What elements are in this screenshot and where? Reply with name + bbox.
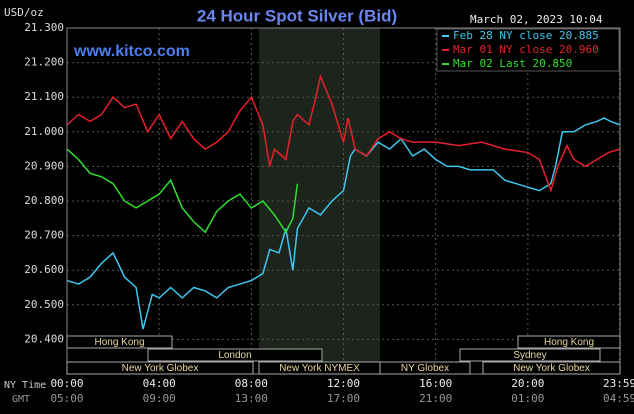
watermark: www.kitco.com xyxy=(73,43,190,60)
x-tick-label: 04:00 xyxy=(143,377,176,390)
lines xyxy=(66,73,621,330)
session-label: London xyxy=(218,350,251,361)
price-line xyxy=(66,73,621,194)
session-label: New York Globex xyxy=(513,363,590,374)
nymex-shade xyxy=(259,28,380,374)
session-box xyxy=(147,348,323,362)
y-tick-label: 21.300 xyxy=(24,21,64,34)
session-label: New York NYMEX xyxy=(279,363,360,374)
x-tick-label: 08:00 xyxy=(235,377,268,390)
timestamp: March 02, 2023 10:04 xyxy=(470,13,603,26)
x2-tick-label: 01:00 xyxy=(511,392,544,405)
price-line xyxy=(66,148,299,234)
session-label: New York Globex xyxy=(122,363,199,374)
session-box xyxy=(66,361,254,375)
y-tick-label: 20.600 xyxy=(24,263,64,276)
x2-tick-label: 04:59 xyxy=(603,392,634,405)
legend-label: Mar 02 Last 20.850 xyxy=(453,57,572,70)
x2-row-label: GMT xyxy=(12,394,30,405)
session-box xyxy=(482,361,621,375)
legend-label: Feb 28 NY close 20.885 xyxy=(453,29,599,42)
x-tick-label: 16:00 xyxy=(419,377,452,390)
session-label: Hong Kong xyxy=(94,337,144,348)
x-row-label: NY Time xyxy=(4,380,46,391)
legend-label: Mar 01 NY close 20.960 xyxy=(453,43,599,56)
x-tick-label: 00:00 xyxy=(50,377,83,390)
y-tick-label: 20.900 xyxy=(24,159,64,172)
y-tick-label: 21.200 xyxy=(24,56,64,69)
chart-title: 24 Hour Spot Silver (Bid) xyxy=(197,6,397,25)
price-line xyxy=(66,117,621,330)
y-tick-label: 20.500 xyxy=(24,298,64,311)
x2-tick-label: 17:00 xyxy=(327,392,360,405)
session-box xyxy=(379,361,471,375)
x-tick-label: 20:00 xyxy=(511,377,544,390)
x2-tick-label: 13:00 xyxy=(235,392,268,405)
x2-tick-label: 21:00 xyxy=(419,392,452,405)
unit-label: USD/oz xyxy=(4,6,44,19)
session-box xyxy=(459,348,601,362)
y-tick-label: 21.100 xyxy=(24,90,64,103)
session-label: Hong Kong xyxy=(544,337,594,348)
x-tick-label: 23:59 xyxy=(603,377,634,390)
x2-tick-label: 09:00 xyxy=(143,392,176,405)
legend-box xyxy=(436,28,620,72)
session-label: Sydney xyxy=(513,350,546,361)
session-box xyxy=(517,335,621,349)
x2-tick-label: 05:00 xyxy=(50,392,83,405)
x-tick-label: 12:00 xyxy=(327,377,360,390)
y-tick-label: 20.800 xyxy=(24,194,64,207)
y-tick-label: 21.000 xyxy=(24,125,64,138)
y-tick-label: 20.400 xyxy=(24,332,64,345)
session-label: NY Globex xyxy=(401,363,449,374)
y-tick-label: 20.700 xyxy=(24,229,64,242)
session-box xyxy=(66,335,173,349)
